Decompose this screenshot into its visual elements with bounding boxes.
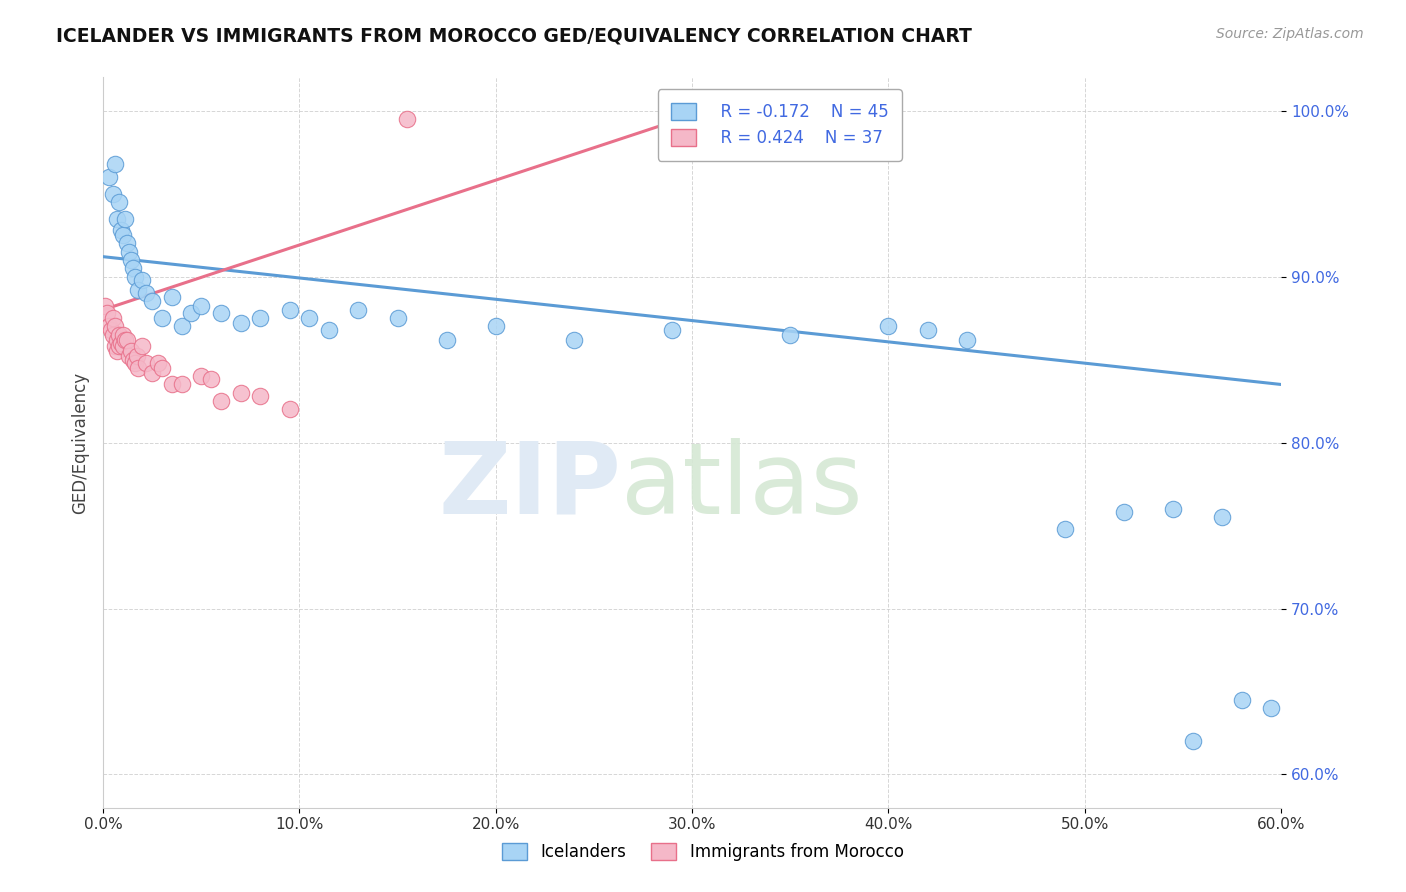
Point: [118, 244, 141, 259]
Legend: Icelanders, Immigrants from Morocco: Icelanders, Immigrants from Morocco: [489, 830, 917, 875]
Point: [100, 323, 122, 337]
Point: [135, 286, 157, 301]
Point: [111, 339, 134, 353]
Point: [125, 349, 148, 363]
Point: [917, 323, 939, 337]
Point: [101, 327, 124, 342]
Point: [200, 372, 222, 386]
Point: [436, 333, 458, 347]
Point: [1230, 693, 1253, 707]
Point: [209, 306, 232, 320]
Point: [150, 360, 173, 375]
Point: [1260, 701, 1282, 715]
Point: [115, 236, 138, 251]
Point: [111, 228, 134, 243]
Point: [114, 333, 136, 347]
Point: [150, 311, 173, 326]
Point: [1112, 505, 1135, 519]
Point: [956, 333, 979, 347]
Point: [1211, 510, 1233, 524]
Point: [1181, 734, 1204, 748]
Point: [101, 311, 124, 326]
Point: [108, 327, 131, 342]
Point: [118, 349, 141, 363]
Point: [229, 385, 252, 400]
Point: [146, 356, 169, 370]
Legend:   R = -0.172    N = 45,   R = 0.424    N = 37: R = -0.172 N = 45, R = 0.424 N = 37: [658, 89, 901, 161]
Point: [108, 194, 131, 209]
Text: ICELANDER VS IMMIGRANTS FROM MOROCCO GED/EQUIVALENCY CORRELATION CHART: ICELANDER VS IMMIGRANTS FROM MOROCCO GED…: [56, 27, 972, 45]
Point: [347, 302, 370, 317]
Point: [120, 344, 142, 359]
Point: [170, 319, 193, 334]
Point: [127, 360, 149, 375]
Point: [108, 339, 131, 353]
Point: [115, 333, 138, 347]
Point: [105, 211, 128, 226]
Point: [104, 339, 127, 353]
Point: [120, 252, 142, 267]
Text: atlas: atlas: [621, 438, 863, 535]
Point: [877, 319, 900, 334]
Point: [105, 333, 128, 347]
Point: [96, 306, 118, 320]
Point: [249, 311, 271, 326]
Point: [160, 377, 183, 392]
Text: ZIP: ZIP: [439, 438, 621, 535]
Point: [131, 339, 153, 353]
Point: [190, 300, 212, 314]
Point: [661, 323, 683, 337]
Point: [98, 169, 121, 184]
Point: [209, 394, 232, 409]
Point: [121, 352, 143, 367]
Point: [141, 294, 163, 309]
Text: Source: ZipAtlas.com: Source: ZipAtlas.com: [1216, 27, 1364, 41]
Point: [562, 333, 585, 347]
Point: [249, 389, 271, 403]
Point: [180, 306, 202, 320]
Point: [104, 157, 127, 171]
Point: [110, 336, 132, 351]
Point: [779, 327, 801, 342]
Point: [121, 261, 143, 276]
Point: [111, 327, 134, 342]
Point: [278, 402, 301, 417]
Point: [485, 319, 508, 334]
Point: [396, 112, 419, 126]
Point: [104, 319, 127, 334]
Point: [94, 300, 117, 314]
Point: [229, 316, 252, 330]
Point: [110, 223, 132, 237]
Point: [141, 366, 163, 380]
Point: [98, 319, 121, 334]
Point: [278, 302, 301, 317]
Point: [170, 377, 193, 392]
Point: [127, 283, 149, 297]
Point: [318, 323, 340, 337]
Y-axis label: GED/Equivalency: GED/Equivalency: [72, 371, 89, 514]
Point: [135, 356, 157, 370]
Point: [105, 344, 128, 359]
Point: [298, 311, 321, 326]
Point: [160, 289, 183, 303]
Point: [131, 273, 153, 287]
Point: [190, 369, 212, 384]
Point: [114, 211, 136, 226]
Point: [124, 356, 146, 370]
Point: [1054, 522, 1077, 536]
Point: [101, 186, 124, 201]
Point: [1161, 502, 1184, 516]
Point: [387, 311, 409, 326]
Point: [124, 269, 146, 284]
